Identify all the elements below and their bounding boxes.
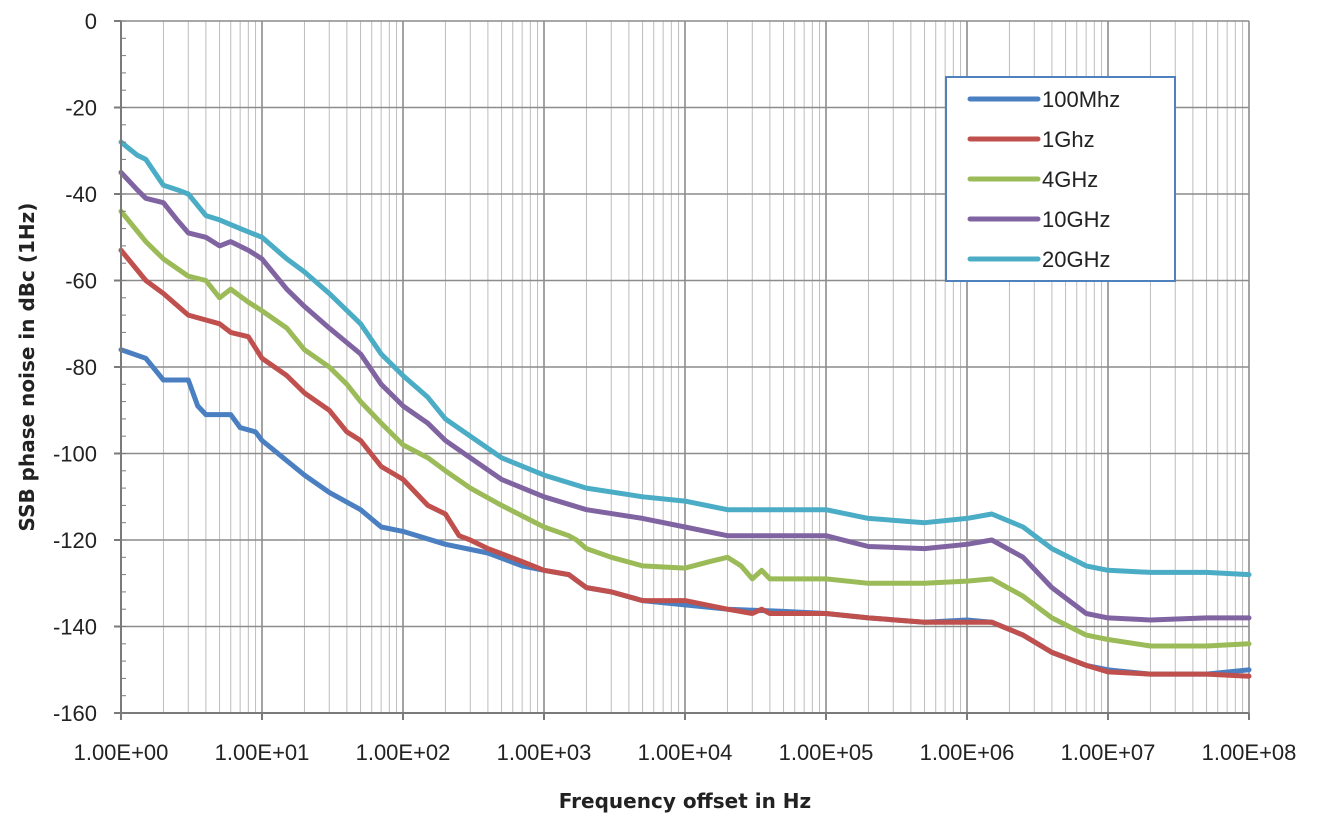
y-tick-label: -160 — [53, 701, 97, 726]
x-tick-label: 1.00E+03 — [497, 740, 592, 765]
series-line-10ghz — [118, 169, 1252, 623]
legend-label: 4GHz — [1042, 167, 1098, 192]
y-tick-label: -20 — [65, 96, 97, 121]
x-tick-label: 1.00E+06 — [920, 740, 1015, 765]
y-tick-label: -60 — [65, 269, 97, 294]
legend-label: 10GHz — [1042, 207, 1110, 232]
x-tick-label: 1.00E+08 — [1202, 740, 1297, 765]
x-tick-label: 1.00E+05 — [779, 740, 874, 765]
x-tick-label: 1.00E+07 — [1061, 740, 1156, 765]
y-tick-label: -80 — [65, 355, 97, 380]
y-tick-label: -140 — [53, 615, 97, 640]
legend-label: 20GHz — [1042, 247, 1110, 272]
legend-label: 100Mhz — [1042, 87, 1120, 112]
x-axis-title: Frequency offset in Hz — [559, 789, 811, 813]
x-tick-label: 1.00E+04 — [638, 740, 733, 765]
x-tick-label: 1.00E+01 — [215, 740, 310, 765]
legend: 100Mhz 1Ghz 4GHz 10GHz 20GHz — [945, 76, 1176, 282]
x-tick-label: 1.00E+02 — [356, 740, 451, 765]
series-line-20ghz — [118, 139, 1252, 578]
axes — [114, 20, 1250, 720]
y-tick-label: 0 — [85, 9, 97, 34]
tick-labels: 0 -20 -40 -60 -80 -100 -120 -140 -160 1.00E+00 1.0… — [53, 9, 1296, 765]
y-tick-label: -100 — [53, 442, 97, 467]
series-line-4ghz — [118, 208, 1252, 649]
legend-label: 1Ghz — [1042, 127, 1095, 152]
x-tick-label: 1.00E+00 — [74, 740, 169, 765]
series-line-1ghz — [118, 247, 1252, 679]
y-tick-label: -120 — [53, 528, 97, 553]
series-lines — [118, 139, 1252, 679]
y-axis-title: SSB phase noise in dBc (1Hz) — [15, 203, 39, 532]
y-tick-label: -40 — [65, 182, 97, 207]
